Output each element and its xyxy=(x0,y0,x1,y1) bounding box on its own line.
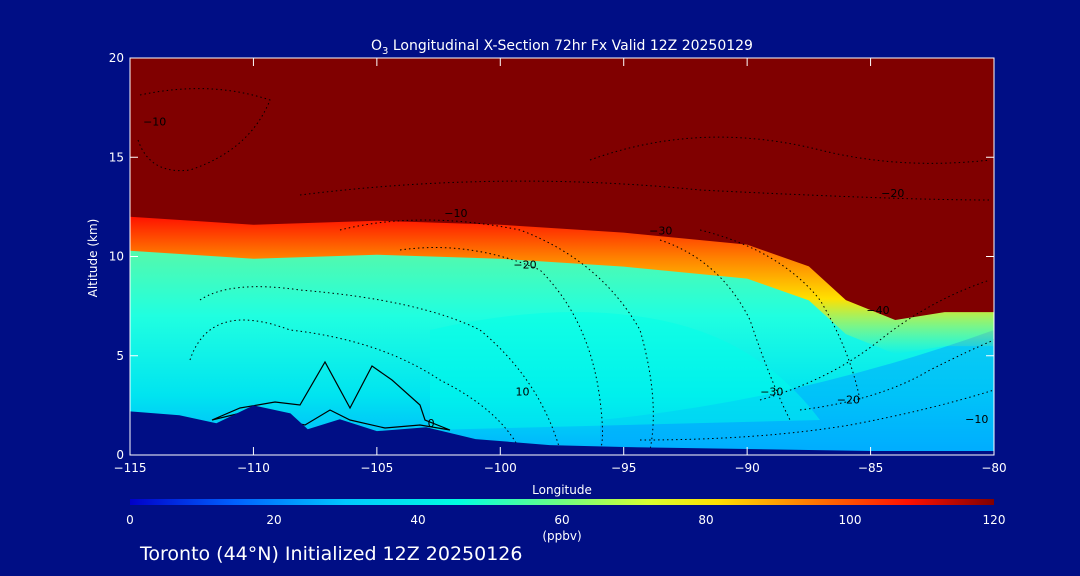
contour-line xyxy=(699,229,861,401)
contour-line xyxy=(759,279,991,401)
stratosphere-field xyxy=(130,58,994,321)
x-axis-label: Longitude xyxy=(532,483,592,497)
colorbar-tick-label: 20 xyxy=(266,513,281,527)
contour-line xyxy=(299,180,991,201)
contour-line xyxy=(189,319,521,451)
contour-label: −10 xyxy=(143,115,166,128)
x-axis: −115 −110 −105 −100 −95 −90 −85 −80 xyxy=(114,58,1007,475)
footer-caption: Toronto (44°N) Initialized 12Z 20250126 xyxy=(139,543,523,565)
y-tick-label: 20 xyxy=(109,51,124,65)
x-tick-label: −110 xyxy=(237,461,270,475)
y-axis-label: Altitude (km) xyxy=(86,219,100,298)
colorbar-tick-label: 40 xyxy=(410,513,425,527)
x-tick-label: −85 xyxy=(858,461,883,475)
contour-label: −10 xyxy=(444,207,467,220)
tropopause-gradient-band xyxy=(130,215,994,355)
plot-area: −10 −10 −30 −20 −20 −40 10 −30 −20 −10 0 xyxy=(130,58,994,455)
ozone-field-mid xyxy=(430,312,820,430)
dotted-contours xyxy=(137,88,994,451)
x-tick-label: −115 xyxy=(114,461,147,475)
contour-label: −10 xyxy=(965,413,988,426)
colorbar-label: (ppbv) xyxy=(542,529,581,543)
x-tick-label: −100 xyxy=(484,461,517,475)
colorbar-tick-label: 60 xyxy=(554,513,569,527)
contour-label: −20 xyxy=(513,258,536,271)
zero-contour-line xyxy=(211,360,451,431)
contour-label: −20 xyxy=(837,393,860,406)
x-tick-label: −95 xyxy=(611,461,636,475)
colorbar-tick-label: 120 xyxy=(983,513,1006,527)
x-tick-label: −90 xyxy=(734,461,759,475)
y-tick-label: 5 xyxy=(116,349,124,363)
contour-label: 0 xyxy=(428,417,435,430)
contour-labels: −10 −10 −30 −20 −20 −40 10 −30 −20 −10 0 xyxy=(143,115,988,430)
colorbar-tick-label: 100 xyxy=(839,513,862,527)
y-tick-label: 15 xyxy=(109,150,124,164)
x-tick-label: −80 xyxy=(981,461,1006,475)
contour-label: −30 xyxy=(760,385,783,398)
ozone-field-low-east xyxy=(600,330,994,455)
y-axis: 0 5 10 15 20 xyxy=(109,51,994,462)
y-tick-label: 0 xyxy=(116,448,124,462)
contour-label: −30 xyxy=(649,225,672,238)
contour-label: 10 xyxy=(516,385,530,398)
contour-line xyxy=(799,339,994,411)
y-tick-label: 10 xyxy=(109,250,124,264)
colorbar-tick-label: 80 xyxy=(698,513,713,527)
colorbar xyxy=(130,499,994,505)
contour-line xyxy=(199,286,561,451)
colorbar-ticks: 0 20 40 60 80 100 120 xyxy=(126,513,1005,527)
contour-label: −20 xyxy=(881,187,904,200)
x-tick-label: −105 xyxy=(360,461,393,475)
contour-line xyxy=(339,219,654,451)
contour-label: −40 xyxy=(866,304,889,317)
terrain xyxy=(130,405,994,455)
colorbar-tick-label: 0 xyxy=(126,513,134,527)
chart-title: O3 Longitudinal X-Section 72hr Fx Valid … xyxy=(371,38,753,57)
